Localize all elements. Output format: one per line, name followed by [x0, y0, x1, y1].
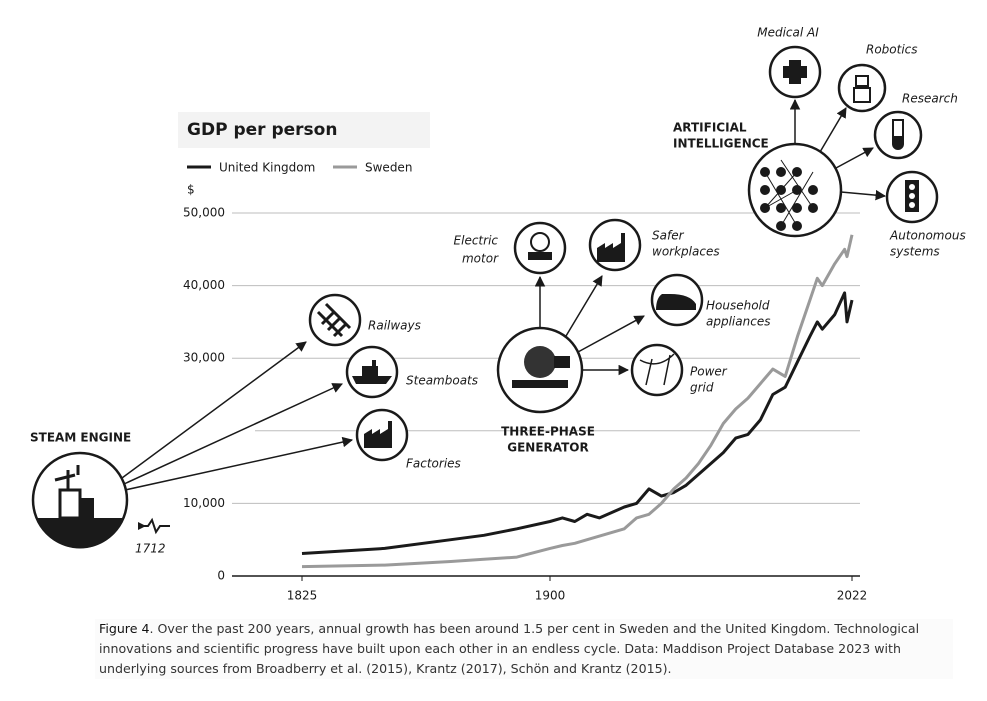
annotation-title: STEAM ENGINE — [30, 431, 131, 445]
annotation: systems — [890, 245, 940, 259]
annotation: Factories — [406, 457, 461, 471]
plot — [301, 234, 854, 569]
chart: GDP per person $ United Kingdom Sweden 0 1… — [30, 26, 966, 603]
annotation-title: INTELLIGENCE — [673, 137, 769, 151]
y-tick-label: 10,000 — [183, 496, 225, 510]
caption: Figure 4. Over the past 200 years, annua… — [95, 619, 953, 679]
x-tick-label: 2022 — [837, 589, 868, 603]
annotation: grid — [690, 381, 714, 395]
annotation: Research — [902, 92, 958, 106]
annotation: Autonomous — [889, 229, 966, 243]
annotation: motor — [462, 252, 499, 266]
legend-label: Sweden — [365, 161, 412, 175]
grid: 0 10,000 30,000 40,000 50,000 1825 1900 2022 — [183, 206, 867, 603]
annotation: appliances — [706, 315, 770, 329]
legend-label: United Kingdom — [219, 161, 315, 175]
caption-text: . Over the past 200 years, annual growth… — [99, 621, 920, 676]
annotation: 1712 — [135, 542, 166, 556]
x-tick-label: 1825 — [287, 589, 318, 603]
data-line — [301, 234, 854, 569]
ai: ARTIFICIAL INTELLIGENCE Medical AI Robot… — [673, 26, 966, 259]
caption-label: Figure 4 — [99, 621, 150, 636]
annotation: Railways — [368, 319, 421, 333]
annotation: Robotics — [866, 43, 918, 57]
legend: United Kingdom Sweden — [187, 161, 412, 175]
annotation: Safer — [652, 229, 685, 243]
generator: THREE-PHASE GENERATOR Electric motor Saf… — [454, 218, 770, 455]
annotation-title: GENERATOR — [507, 441, 589, 455]
annotation: Medical AI — [757, 26, 819, 40]
annotation-title: THREE-PHASE — [501, 425, 595, 439]
x-tick-label: 1900 — [535, 589, 566, 603]
y-tick-label: 30,000 — [183, 351, 225, 365]
annotation: Household — [706, 299, 770, 313]
y-tick-label: 40,000 — [183, 278, 225, 292]
y-tick-label: 0 — [217, 569, 225, 583]
annotation: Electric — [454, 234, 499, 248]
y-tick-label: 50,000 — [183, 206, 225, 220]
annotation: workplaces — [652, 245, 720, 259]
chart-title: GDP per person — [187, 120, 337, 140]
annotation-title: ARTIFICIAL — [673, 121, 747, 135]
data-line — [301, 291, 854, 555]
annotation: Power — [690, 365, 728, 379]
title-bg — [178, 112, 430, 148]
y-unit: $ — [187, 183, 195, 197]
steam-engine: STEAM ENGINE 1712 Railways Steamboats Fa… — [30, 293, 478, 556]
annotation: Steamboats — [406, 374, 478, 388]
